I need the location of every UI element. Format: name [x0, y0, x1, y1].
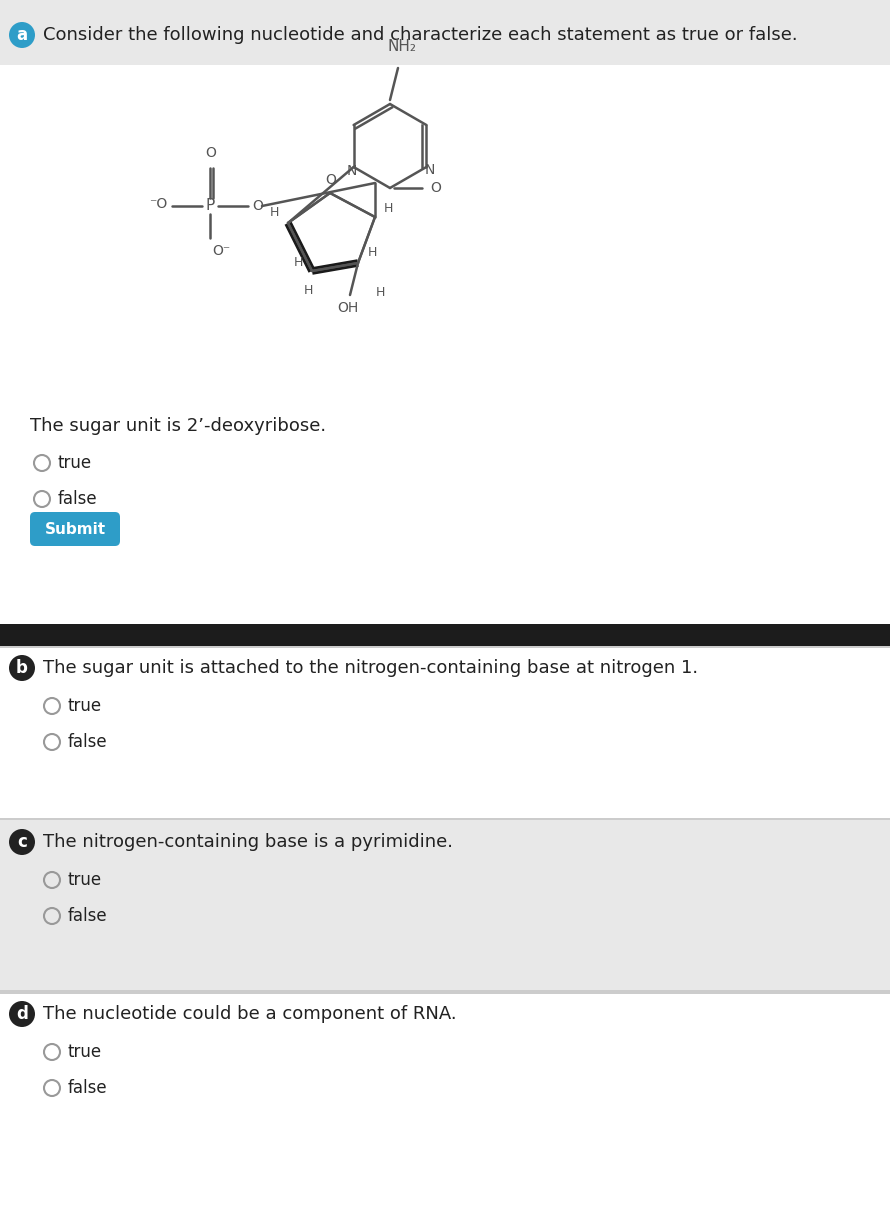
Text: P: P	[206, 198, 214, 214]
Bar	[0, 992, 890, 1216]
FancyBboxPatch shape	[30, 512, 120, 546]
Text: true: true	[58, 454, 93, 472]
Text: H: H	[303, 285, 312, 298]
Text: H: H	[368, 247, 376, 259]
Text: ⁻O: ⁻O	[149, 197, 167, 212]
Text: O: O	[252, 199, 263, 213]
Text: H: H	[270, 207, 279, 220]
Bar	[0, 820, 890, 990]
Text: N: N	[346, 164, 357, 178]
Text: The nucleotide could be a component of RNA.: The nucleotide could be a component of R…	[43, 1004, 457, 1023]
Text: b: b	[16, 659, 28, 677]
Bar	[0, 646, 890, 648]
Text: OH: OH	[337, 302, 359, 315]
Bar	[0, 818, 890, 820]
Text: H: H	[294, 257, 303, 270]
Text: false: false	[68, 907, 108, 925]
Text: false: false	[68, 733, 108, 751]
Text: N: N	[425, 163, 434, 178]
Text: H: H	[376, 287, 384, 299]
Text: false: false	[68, 1079, 108, 1097]
Circle shape	[9, 655, 35, 681]
Text: d: d	[16, 1004, 28, 1023]
Text: O: O	[206, 146, 216, 161]
Text: NH₂: NH₂	[387, 39, 417, 54]
Bar	[0, 624, 890, 646]
Bar	[0, 990, 890, 992]
Text: The nitrogen-containing base is a pyrimidine.: The nitrogen-containing base is a pyrimi…	[43, 833, 453, 851]
Text: The sugar unit is 2’-deoxyribose.: The sugar unit is 2’-deoxyribose.	[30, 417, 326, 435]
Text: The sugar unit is attached to the nitrogen-containing base at nitrogen 1.: The sugar unit is attached to the nitrog…	[43, 659, 698, 677]
Text: O: O	[326, 173, 336, 187]
Text: true: true	[68, 697, 102, 715]
Text: a: a	[16, 26, 28, 44]
Text: H: H	[384, 203, 392, 215]
Text: c: c	[17, 833, 27, 851]
Text: true: true	[68, 871, 102, 889]
Bar	[0, 64, 890, 625]
Circle shape	[9, 829, 35, 855]
Text: O: O	[430, 181, 441, 195]
Circle shape	[9, 22, 35, 47]
Text: false: false	[58, 490, 98, 508]
Text: O⁻: O⁻	[212, 244, 231, 258]
Text: true: true	[68, 1043, 102, 1062]
Circle shape	[9, 1001, 35, 1028]
Text: Consider the following nucleotide and characterize each statement as true or fal: Consider the following nucleotide and ch…	[43, 26, 797, 44]
Bar	[0, 992, 890, 993]
Bar	[0, 648, 890, 818]
Text: Submit: Submit	[44, 522, 106, 536]
